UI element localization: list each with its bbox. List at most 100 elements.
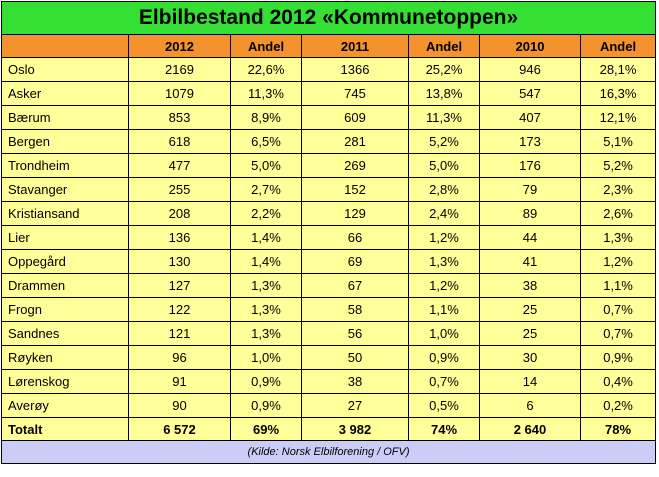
value-cell: 0,7%: [579, 297, 657, 322]
value-cell: 1,4%: [230, 249, 302, 274]
value-cell: 121: [128, 321, 231, 346]
municipality-cell: Kristiansand: [1, 201, 129, 226]
value-cell: 28,1%: [579, 57, 657, 82]
value-cell: 58: [301, 297, 409, 322]
table-title: Elbilbestand 2012 «Kommunetoppen»: [0, 1, 657, 35]
value-cell: 91: [128, 369, 231, 394]
header-cell: 2011: [301, 34, 409, 58]
value-cell: 1,1%: [408, 297, 480, 322]
table-row: Drammen 127 1,3% 67 1,2% 38 1,1%: [1, 273, 657, 298]
table-row: Trondheim 477 5,0% 269 5,0% 176 5,2%: [1, 153, 657, 178]
value-cell: 14: [479, 369, 581, 394]
value-cell: 69: [301, 249, 409, 274]
value-cell: 152: [301, 177, 409, 202]
municipality-cell: Røyken: [1, 345, 129, 370]
value-cell: 38: [479, 273, 581, 298]
value-cell: 5,2%: [408, 129, 480, 154]
value-cell: 6: [479, 393, 581, 418]
value-cell: 853: [128, 105, 231, 130]
municipality-cell: Trondheim: [1, 153, 129, 178]
value-cell: 66: [301, 225, 409, 250]
value-cell: 127: [128, 273, 231, 298]
value-cell: 477: [128, 153, 231, 178]
table-row: Bergen 618 6,5% 281 5,2% 173 5,1%: [1, 129, 657, 154]
table-row: Lørenskog 91 0,9% 38 0,7% 14 0,4%: [1, 369, 657, 394]
value-cell: 5,1%: [579, 129, 657, 154]
value-cell: 27: [301, 393, 409, 418]
municipality-cell: Averøy: [1, 393, 129, 418]
value-cell: 1,1%: [579, 273, 657, 298]
municipality-cell: Asker: [1, 81, 129, 106]
value-cell: 208: [128, 201, 231, 226]
value-cell: 269: [301, 153, 409, 178]
value-cell: 0,7%: [579, 321, 657, 346]
value-cell: 1079: [128, 81, 231, 106]
table-row: Oslo 2169 22,6% 1366 25,2% 946 28,1%: [1, 57, 657, 82]
value-cell: 0,4%: [579, 369, 657, 394]
value-cell: 25: [479, 297, 581, 322]
total-row: Totalt 6 572 69% 3 982 74% 2 640 78%: [1, 417, 657, 441]
value-cell: 11,3%: [230, 81, 302, 106]
data-table: Elbilbestand 2012 «Kommunetoppen» 2012 An…: [0, 1, 657, 464]
header-cell: 2012: [128, 34, 231, 58]
value-cell: 281: [301, 129, 409, 154]
value-cell: 0,9%: [579, 345, 657, 370]
municipality-cell: Lørenskog: [1, 369, 129, 394]
value-cell: 8,9%: [230, 105, 302, 130]
value-cell: 1,2%: [408, 273, 480, 298]
municipality-cell: Oppegård: [1, 249, 129, 274]
header-cell-name: [1, 34, 129, 58]
table-row: Sandnes 121 1,3% 56 1,0% 25 0,7%: [1, 321, 657, 346]
value-cell: 130: [128, 249, 231, 274]
value-cell: 547: [479, 81, 581, 106]
value-cell: 2,7%: [230, 177, 302, 202]
header-cell: Andel: [579, 34, 657, 58]
value-cell: 13,8%: [408, 81, 480, 106]
municipality-cell: Oslo: [1, 57, 129, 82]
value-cell: 136: [128, 225, 231, 250]
value-cell: 5,0%: [230, 153, 302, 178]
value-cell: 44: [479, 225, 581, 250]
value-cell: 1,3%: [408, 249, 480, 274]
total-value-cell: 78%: [579, 417, 657, 441]
value-cell: 1,4%: [230, 225, 302, 250]
value-cell: 129: [301, 201, 409, 226]
value-cell: 1,3%: [230, 321, 302, 346]
value-cell: 1,0%: [230, 345, 302, 370]
value-cell: 609: [301, 105, 409, 130]
table-row: Lier 136 1,4% 66 1,2% 44 1,3%: [1, 225, 657, 250]
value-cell: 0,2%: [579, 393, 657, 418]
total-value-cell: 6 572: [128, 417, 231, 441]
value-cell: 0,7%: [408, 369, 480, 394]
source-note: (Kilde: Norsk Elbilforening / OFV): [0, 440, 657, 464]
value-cell: 12,1%: [579, 105, 657, 130]
value-cell: 176: [479, 153, 581, 178]
value-cell: 89: [479, 201, 581, 226]
header-cell: Andel: [408, 34, 480, 58]
table-container: Elbilbestand 2012 «Kommunetoppen» 2012 An…: [0, 1, 657, 464]
value-cell: 6,5%: [230, 129, 302, 154]
value-cell: 2169: [128, 57, 231, 82]
value-cell: 0,9%: [230, 369, 302, 394]
value-cell: 0,9%: [230, 393, 302, 418]
value-cell: 25: [479, 321, 581, 346]
value-cell: 2,3%: [579, 177, 657, 202]
value-cell: 90: [128, 393, 231, 418]
value-cell: 41: [479, 249, 581, 274]
value-cell: 407: [479, 105, 581, 130]
total-value-cell: 2 640: [479, 417, 581, 441]
municipality-cell: Bærum: [1, 105, 129, 130]
municipality-cell: Frogn: [1, 297, 129, 322]
value-cell: 122: [128, 297, 231, 322]
value-cell: 255: [128, 177, 231, 202]
table-row: Stavanger 255 2,7% 152 2,8% 79 2,3%: [1, 177, 657, 202]
municipality-cell: Bergen: [1, 129, 129, 154]
table-row: Kristiansand 208 2,2% 129 2,4% 89 2,6%: [1, 201, 657, 226]
value-cell: 1,2%: [408, 225, 480, 250]
value-cell: 5,0%: [408, 153, 480, 178]
total-label: Totalt: [1, 417, 129, 441]
municipality-cell: Stavanger: [1, 177, 129, 202]
value-cell: 1,2%: [579, 249, 657, 274]
value-cell: 38: [301, 369, 409, 394]
value-cell: 16,3%: [579, 81, 657, 106]
